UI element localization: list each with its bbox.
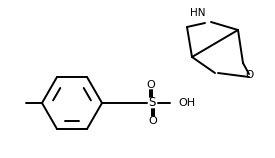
Text: O: O	[246, 70, 254, 80]
Text: OH: OH	[178, 98, 195, 108]
Text: O: O	[147, 80, 155, 90]
Text: HN: HN	[190, 8, 206, 18]
Text: S: S	[148, 97, 156, 109]
Text: O: O	[148, 116, 157, 126]
